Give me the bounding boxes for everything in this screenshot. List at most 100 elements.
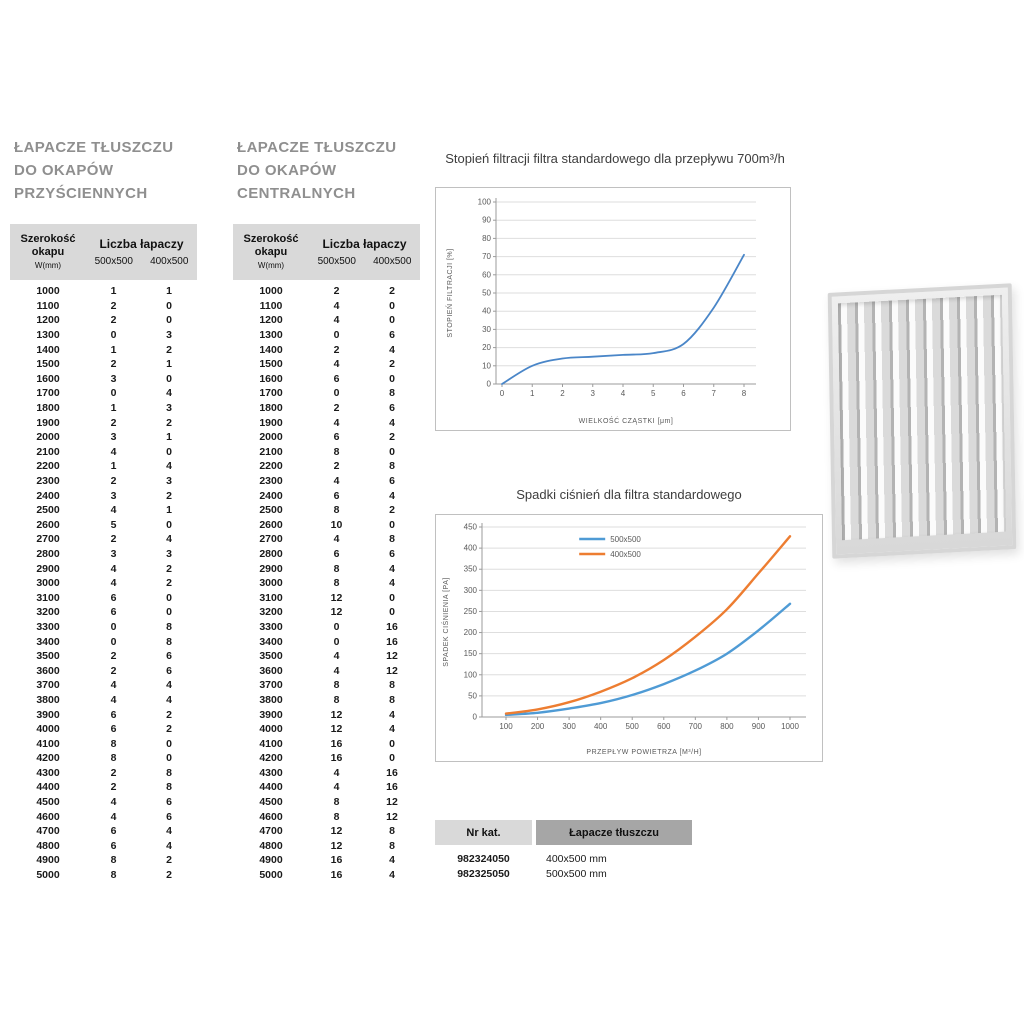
trap-count-cell: 8 xyxy=(389,460,395,473)
trap-count-cell: 12 xyxy=(330,839,343,852)
trap-count-cell: 4 xyxy=(166,533,172,546)
svg-text:50: 50 xyxy=(482,289,491,298)
pressure-chart-title: Spadki ciśnień dla filtra standardowego xyxy=(516,487,742,502)
trap-count-cell: 4 xyxy=(166,839,172,852)
trap-count-cell: 8 xyxy=(333,562,340,575)
table-row: 2500 4 1 xyxy=(10,503,197,518)
hood-width-cell: 2700 xyxy=(259,533,283,546)
hood-width-cell: 4800 xyxy=(259,839,283,852)
trap-count-cell: 4 xyxy=(110,445,117,458)
hood-width-cell: 2000 xyxy=(259,431,283,444)
trap-count-cell: 4 xyxy=(110,796,117,809)
trap-count-cell: 2 xyxy=(389,285,395,298)
hood-width-cell: 4800 xyxy=(36,839,60,852)
hood-width-cell: 1100 xyxy=(259,299,283,312)
trap-count-cell: 6 xyxy=(389,402,395,415)
trap-count-cell: 2 xyxy=(166,708,172,721)
trap-count-cell: 1 xyxy=(110,402,117,415)
trap-count-cell: 6 xyxy=(389,329,395,342)
central-table-body: 1000 2 2 1100 4 0 1200 4 0 1300 0 6 1400 2 4 1500 4 2 1600… xyxy=(233,280,420,882)
wall-table-title: ŁAPACZE TŁUSZCZU DO OKAPÓW PRZYŚCIENNYCH xyxy=(14,136,173,205)
trap-count-cell: 0 xyxy=(110,387,117,400)
trap-count-cell: 3 xyxy=(166,402,172,415)
hood-width-cell: 2600 xyxy=(259,518,283,531)
trap-count-cell: 8 xyxy=(333,693,340,706)
trap-count-cell: 0 xyxy=(166,518,172,531)
table-row: 3700 4 4 xyxy=(10,678,197,693)
table-row: 4500 4 6 xyxy=(10,795,197,810)
svg-text:50: 50 xyxy=(468,691,477,700)
trap-count-cell: 2 xyxy=(166,854,172,867)
hood-width-cell: 3700 xyxy=(259,679,283,692)
pressure-chart: 0 50 100 150 200 250 300 350 400 450 100 200 300 400 5… xyxy=(435,514,823,762)
hood-width-cell: 3300 xyxy=(259,620,283,633)
table-row: 2000 3 1 xyxy=(10,430,197,445)
trap-count-cell: 0 xyxy=(166,445,172,458)
svg-text:250: 250 xyxy=(464,607,478,616)
hood-width-cell: 2800 xyxy=(259,547,283,560)
trap-count-cell: 16 xyxy=(330,869,343,882)
hood-width-cell: 1500 xyxy=(259,358,283,371)
table-row: 3500 4 12 xyxy=(233,649,420,664)
trap-count-cell: 16 xyxy=(386,620,398,633)
catalog-header-lapacze: Łapacze tłuszczu xyxy=(536,820,692,845)
trap-count-cell: 4 xyxy=(333,533,340,546)
trap-count-cell: 8 xyxy=(166,635,172,648)
table-row: 1900 4 4 xyxy=(233,415,420,430)
table-row: 3000 4 2 xyxy=(10,576,197,591)
trap-count-cell: 3 xyxy=(166,475,172,488)
svg-text:3: 3 xyxy=(591,389,596,398)
hood-width-cell: 3100 xyxy=(259,591,283,604)
svg-text:200: 200 xyxy=(464,628,478,637)
trap-count-cell: 2 xyxy=(389,431,395,444)
table-row: 1800 1 3 xyxy=(10,401,197,416)
trap-count-cell: 4 xyxy=(333,416,340,429)
table-row: 3200 6 0 xyxy=(10,605,197,620)
trap-count-cell: 4 xyxy=(166,825,172,838)
trap-count-cell: 0 xyxy=(166,372,172,385)
trap-count-cell: 0 xyxy=(333,635,340,648)
trap-count-cell: 1 xyxy=(110,285,117,298)
table-row: 3700 8 8 xyxy=(233,678,420,693)
hood-width-cell: 1700 xyxy=(36,387,60,400)
trap-count-cell: 0 xyxy=(389,372,395,385)
hood-width-cell: 2600 xyxy=(36,518,60,531)
trap-count-cell: 2 xyxy=(110,766,117,779)
trap-count-cell: 2 xyxy=(333,460,340,473)
table-row: 4100 16 0 xyxy=(233,736,420,751)
table-row: 4900 16 4 xyxy=(233,853,420,868)
trap-count-cell: 8 xyxy=(333,445,340,458)
trap-count-cell: 6 xyxy=(166,796,172,809)
hood-width-cell: 3000 xyxy=(36,577,60,590)
filter-slats xyxy=(837,294,1006,541)
trap-count-cell: 2 xyxy=(110,664,117,677)
svg-text:300: 300 xyxy=(464,586,478,595)
svg-text:PRZEPŁYW POWIETRZA [M³/H]: PRZEPŁYW POWIETRZA [M³/H] xyxy=(586,749,701,756)
trap-count-cell: 2 xyxy=(166,869,172,882)
table-row: 1200 4 0 xyxy=(233,313,420,328)
catalog-table: Nr kat. Łapacze tłuszczu 982324050 400x50… xyxy=(435,820,692,881)
svg-text:30: 30 xyxy=(482,325,491,334)
table-row: 1500 4 2 xyxy=(233,357,420,372)
table-row: 3900 12 4 xyxy=(233,707,420,722)
hood-width-cell: 4000 xyxy=(36,723,60,736)
trap-count-cell: 6 xyxy=(110,723,117,736)
svg-text:60: 60 xyxy=(482,270,491,279)
trap-count-cell: 4 xyxy=(333,358,340,371)
hood-width-header: Szerokość okapu W(mm) xyxy=(233,224,309,280)
table-row: 4400 2 8 xyxy=(10,780,197,795)
table-row: 2300 4 6 xyxy=(233,474,420,489)
trap-count-cell: 0 xyxy=(389,445,395,458)
filter-frame xyxy=(827,283,1017,559)
catalog-row: 982325050 500x500 mm xyxy=(435,866,692,881)
hood-width-cell: 2300 xyxy=(36,475,60,488)
table-row: 1800 2 6 xyxy=(233,401,420,416)
trap-count-cell: 2 xyxy=(166,562,172,575)
trap-count-cell: 0 xyxy=(110,620,117,633)
table-row: 4600 4 6 xyxy=(10,809,197,824)
trap-count-cell: 16 xyxy=(330,854,343,867)
trap-count-cell: 12 xyxy=(330,825,343,838)
trap-count-cell: 12 xyxy=(386,664,398,677)
trap-count-cell: 2 xyxy=(110,533,117,546)
catalog-header-nr-kat: Nr kat. xyxy=(435,820,532,845)
